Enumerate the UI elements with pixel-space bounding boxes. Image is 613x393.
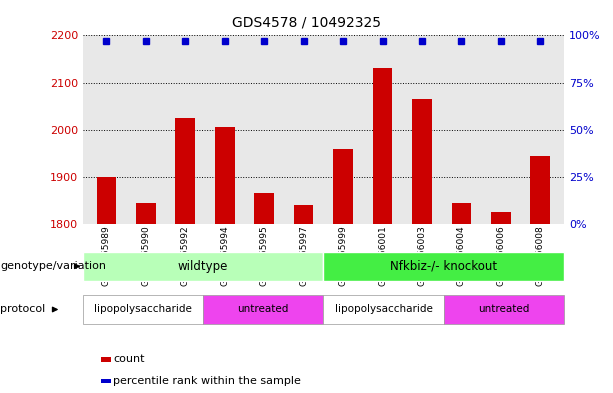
Bar xyxy=(97,177,116,224)
Bar xyxy=(491,212,511,224)
Bar xyxy=(254,193,274,224)
Text: lipopolysaccharide: lipopolysaccharide xyxy=(94,305,192,314)
Text: untreated: untreated xyxy=(237,305,289,314)
Bar xyxy=(215,127,235,224)
Text: percentile rank within the sample: percentile rank within the sample xyxy=(113,376,301,386)
Bar xyxy=(136,203,156,224)
Bar xyxy=(530,156,550,224)
Text: lipopolysaccharide: lipopolysaccharide xyxy=(335,305,432,314)
Text: untreated: untreated xyxy=(478,305,530,314)
Bar xyxy=(294,205,313,224)
Text: GDS4578 / 10492325: GDS4578 / 10492325 xyxy=(232,16,381,30)
Bar xyxy=(333,149,353,224)
Bar xyxy=(452,203,471,224)
Bar xyxy=(175,118,195,224)
Text: wildtype: wildtype xyxy=(178,260,228,273)
Text: genotype/variation: genotype/variation xyxy=(0,261,106,271)
Bar xyxy=(412,99,432,224)
Text: count: count xyxy=(113,354,145,364)
Bar xyxy=(373,68,392,224)
Text: Nfkbiz-/- knockout: Nfkbiz-/- knockout xyxy=(390,260,497,273)
Text: protocol: protocol xyxy=(0,305,45,314)
